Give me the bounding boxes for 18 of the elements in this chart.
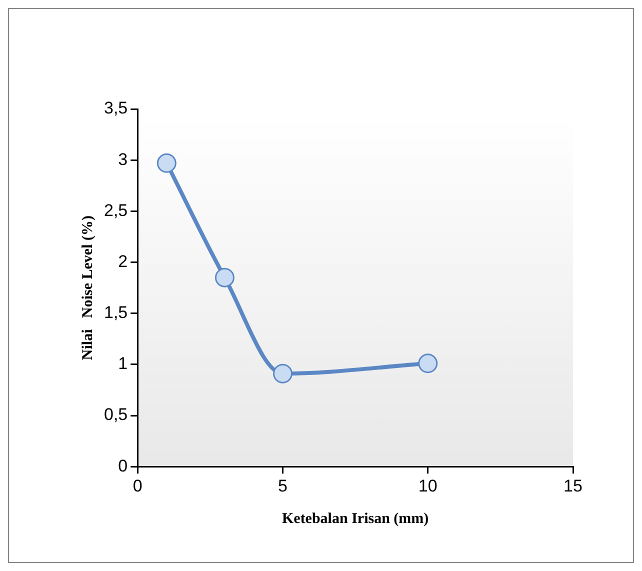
point [156, 153, 176, 173]
x-axis-title: Ketebalan Irisan (mm) [282, 510, 429, 527]
x-tick-label: 15 [564, 476, 582, 496]
y-tick-label: 2 [118, 252, 128, 271]
point [214, 268, 234, 288]
y-tick-label: 1,5 [104, 303, 128, 322]
point [418, 354, 438, 374]
x-tick-label: 10 [418, 476, 438, 496]
y-axis-title: Nilai Noise Level (%) [80, 216, 96, 360]
y-tick-label: 3 [118, 150, 128, 169]
y-tick-label: 0 [118, 456, 128, 476]
x-tick-label: 0 [132, 476, 142, 496]
y-tick-label: 0,5 [104, 405, 128, 424]
point [273, 364, 293, 384]
x-tick-label: 5 [278, 476, 288, 496]
y-tick-label: 2,5 [104, 200, 128, 220]
y-tick-label: 1 [118, 354, 128, 374]
y-tick-label: 3,5 [104, 98, 128, 118]
